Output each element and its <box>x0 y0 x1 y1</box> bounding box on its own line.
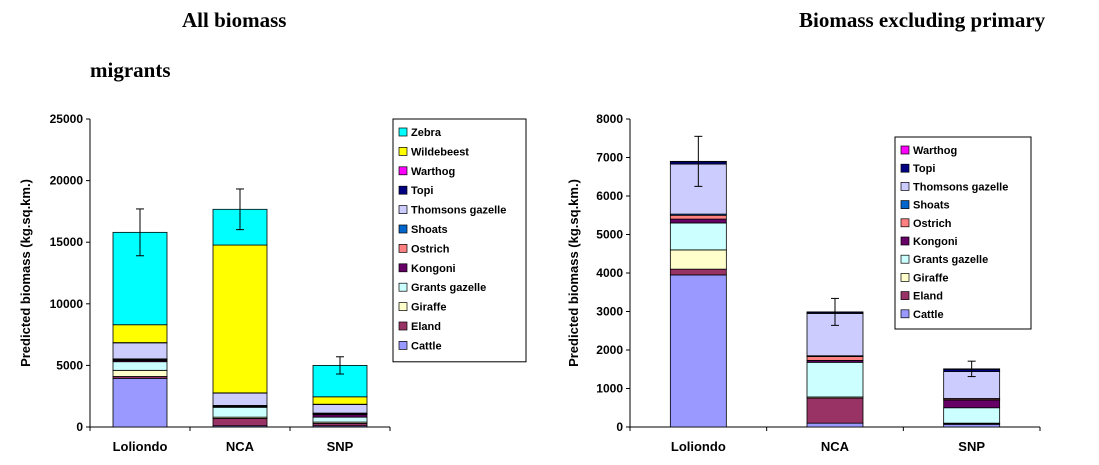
legend-label-topi: Topi <box>411 185 433 197</box>
bar-eland-nca <box>212 417 268 427</box>
legend-swatch-ostrich <box>398 244 408 253</box>
bar-grants-gazelle-snp <box>312 416 368 423</box>
bar-grants-gazelle-nca <box>806 361 864 398</box>
bar-eland-nca <box>806 397 864 424</box>
legend-swatch-shoats <box>398 224 408 234</box>
legend-label-eland: Eland <box>913 291 943 303</box>
y-tick-label: 7000 <box>596 151 623 165</box>
bar-cattle-nca <box>806 422 864 428</box>
category-label-nca: NCA <box>226 439 255 454</box>
heading-all-biomass: All biomass <box>182 8 287 32</box>
bar-grants-gazelle-loliondo <box>112 361 168 371</box>
bar-cattle-loliondo <box>669 274 727 428</box>
legend-label-kongoni: Kongoni <box>411 263 456 275</box>
legend-box <box>894 136 1032 330</box>
y-tick-label: 6000 <box>596 189 623 203</box>
legend-label-shoats: Shoats <box>913 200 950 212</box>
chart-excluding-primary: 0 1000 2000 3000 4000 5000 6000 7000 8000 Predict… <box>566 112 1041 454</box>
y-tick-label: 10000 <box>50 297 84 311</box>
legend-swatch-grants-gazelle <box>398 282 408 292</box>
legend-swatch-cattle <box>900 309 910 319</box>
bar-giraffe-loliondo <box>112 369 168 377</box>
category-label-loliondo: Loliondo <box>671 439 726 454</box>
legend-swatch-warthog <box>398 166 408 176</box>
bar-thomsons-gazelle-nca <box>212 392 268 406</box>
bar-thomsons-gazelle-loliondo <box>112 342 168 360</box>
y-tick-label: 25000 <box>50 112 84 126</box>
y-tick-label: 4000 <box>596 266 623 280</box>
legend-swatch-eland <box>398 321 408 331</box>
bar-eland-loliondo <box>669 268 727 276</box>
bar-ostrich-nca <box>806 356 864 361</box>
y-tick-label: 0 <box>616 420 623 434</box>
chart-all-biomass: 0 5000 10000 15000 20000 25000 Predicted bioma… <box>18 112 527 454</box>
legend-label-grants-gazelle: Grants gazelle <box>913 254 988 266</box>
legend-label-warthog: Warthog <box>913 145 957 157</box>
legend-swatch-ostrich <box>900 218 910 228</box>
y-axis-label: Predicted biomass (kg.sq.km.) <box>18 179 33 367</box>
y-axis-label: Predicted biomass (kg.sq.km.) <box>566 179 581 367</box>
category-label-loliondo: Loliondo <box>113 439 168 454</box>
legend-label-topi: Topi <box>913 163 935 175</box>
bar-grants-gazelle-loliondo <box>669 222 727 251</box>
legend-box <box>392 118 527 363</box>
legend-swatch-topi <box>398 185 408 195</box>
y-tick-label: 20000 <box>50 174 84 188</box>
legend-label-grants-gazelle: Grants gazelle <box>411 282 486 294</box>
legend-label-warthog: Warthog <box>411 166 455 178</box>
legend-swatch-kongoni <box>398 263 408 273</box>
legend-label-kongoni: Kongoni <box>913 236 958 248</box>
bar-cattle-loliondo <box>112 377 168 428</box>
bar-kongoni-snp <box>943 399 1001 409</box>
legend-swatch-giraffe <box>398 302 408 311</box>
y-tick-label: 1000 <box>596 382 623 396</box>
legend-label-wildebeest: Wildebeest <box>411 146 469 158</box>
legend-swatch-wildebeest <box>398 147 408 156</box>
legend-label-thomsons-gazelle: Thomsons gazelle <box>411 205 506 217</box>
legend-label-giraffe: Giraffe <box>913 272 948 284</box>
heading-biomass-excluding-primary: Biomass excluding primary <box>799 8 1046 32</box>
legend-swatch-thomsons-gazelle <box>900 182 910 191</box>
legend-label-cattle: Cattle <box>913 309 944 321</box>
legend-swatch-zebra <box>398 127 408 137</box>
legend-swatch-eland <box>900 291 910 300</box>
legend-swatch-warthog <box>900 145 910 155</box>
heading-migrants: migrants <box>90 58 171 82</box>
bar-ostrich-loliondo <box>669 214 727 220</box>
legend-swatch-thomsons-gazelle <box>398 205 408 214</box>
bar-wildebeest-nca <box>212 244 268 394</box>
y-tick-label: 2000 <box>596 343 623 357</box>
legend-swatch-kongoni <box>900 236 910 246</box>
y-tick-label: 5000 <box>56 358 83 372</box>
category-label-snp: SNP <box>958 439 985 454</box>
legend-label-cattle: Cattle <box>411 340 442 352</box>
bar-thomsons-gazelle-snp <box>312 404 368 414</box>
legend-swatch-giraffe <box>900 273 910 282</box>
y-tick-label: 8000 <box>596 112 623 126</box>
legend-label-eland: Eland <box>411 321 441 333</box>
bar-kongoni-loliondo <box>669 218 727 224</box>
legend-label-thomsons-gazelle: Thomsons gazelle <box>913 181 1008 193</box>
bar-grants-gazelle-snp <box>943 407 1001 424</box>
y-tick-label: 3000 <box>596 305 623 319</box>
bar-giraffe-loliondo <box>669 249 727 270</box>
category-label-snp: SNP <box>327 439 354 454</box>
y-tick-label: 15000 <box>50 235 84 249</box>
legend-label-giraffe: Giraffe <box>411 302 446 314</box>
legend-label-shoats: Shoats <box>411 224 448 236</box>
category-label-nca: NCA <box>821 439 850 454</box>
legend-swatch-grants-gazelle <box>900 254 910 264</box>
bar-wildebeest-loliondo <box>112 324 168 344</box>
bar-cattle-snp <box>943 423 1001 428</box>
y-tick-label: 5000 <box>596 228 623 242</box>
bar-wildebeest-snp <box>312 396 368 405</box>
legend-label-ostrich: Ostrich <box>411 243 450 255</box>
y-tick-label: 0 <box>76 420 83 434</box>
legend-swatch-topi <box>900 163 910 173</box>
legend-label-ostrich: Ostrich <box>913 218 952 230</box>
legend-swatch-cattle <box>398 341 408 350</box>
legend-swatch-shoats <box>900 200 910 209</box>
legend-label-zebra: Zebra <box>411 127 442 139</box>
bar-grants-gazelle-nca <box>212 406 268 418</box>
